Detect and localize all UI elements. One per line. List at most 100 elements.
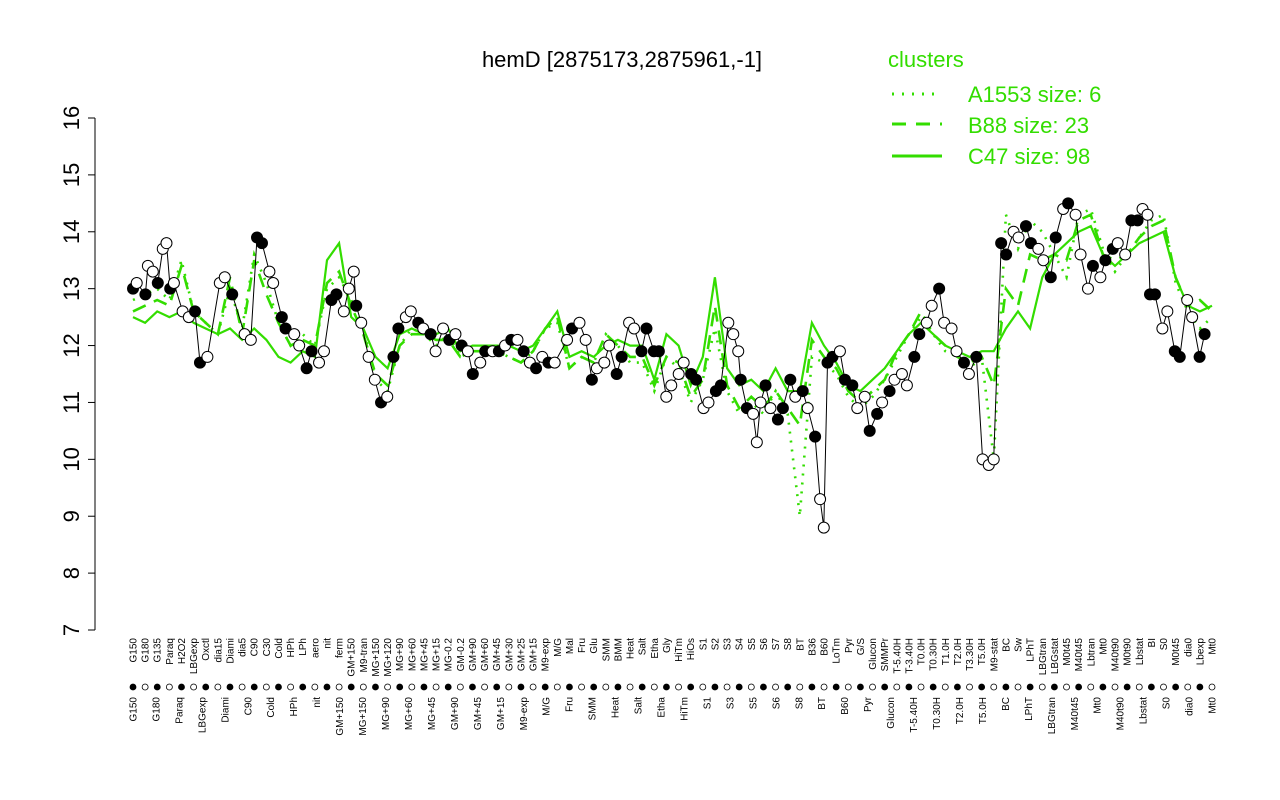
x-tick-label: dia15 <box>213 638 224 663</box>
data-point <box>925 299 938 312</box>
x-tick-mark <box>820 683 828 691</box>
x-tick-label: S1 <box>702 697 713 710</box>
x-tick-mark <box>202 683 210 691</box>
data-point <box>1161 305 1174 318</box>
x-tick-label: HiTm <box>679 697 690 721</box>
x-tick-mark <box>966 683 973 691</box>
data-point <box>160 237 173 250</box>
x-tick-mark <box>614 683 622 691</box>
chart-title: hemD [2875173,2875961,-1] <box>482 47 762 72</box>
x-tick-label: G150 <box>129 638 140 663</box>
x-tick-label: MG+90 <box>381 697 392 731</box>
x-tick-mark <box>238 683 246 691</box>
x-tick-label: S3 <box>725 697 736 710</box>
x-tick-mark <box>1172 683 1180 691</box>
x-tick-label: S8 <box>783 638 794 651</box>
legend: clusters A1553 size: 6 B88 size: 23 C47 … <box>888 47 1101 169</box>
x-tick-mark <box>784 683 792 691</box>
data-point <box>665 379 678 392</box>
data-point <box>995 237 1008 250</box>
data-point <box>255 237 268 250</box>
legend-label-b88: B88 size: 23 <box>968 113 1089 138</box>
x-tick-mark <box>275 683 282 691</box>
x-tick-label: H2O2 <box>177 638 188 665</box>
x-tick-mark <box>699 683 707 691</box>
x-tick-label: T2.0H <box>953 638 964 665</box>
data-point <box>146 265 159 278</box>
x-tick-label: Cold <box>266 697 277 718</box>
x-tick-mark <box>711 683 719 691</box>
x-tick-mark <box>505 683 513 691</box>
x-tick-label: MG+60 <box>407 638 418 672</box>
data-point <box>846 379 859 392</box>
x-tick-label: LBGexp <box>197 697 208 734</box>
data-point <box>900 379 913 392</box>
y-tick-label: 7 <box>59 624 84 636</box>
x-tick-mark <box>1160 683 1167 691</box>
x-tick-mark <box>372 683 379 691</box>
x-tick-label: S4 <box>735 638 746 651</box>
data-point <box>275 311 288 324</box>
x-tick-mark <box>493 683 501 691</box>
x-tick-label: HPh <box>289 697 300 716</box>
data-point <box>610 368 623 380</box>
data-point <box>1032 242 1045 255</box>
data-point <box>714 379 727 392</box>
data-point <box>347 265 360 278</box>
data-point <box>362 350 375 363</box>
data-point <box>754 396 767 409</box>
x-tick-label: S5 <box>747 638 758 651</box>
series-line-2 <box>132 212 1213 429</box>
x-tick-label: Etha <box>657 697 668 718</box>
x-tick-label: M0t45 <box>1171 638 1182 666</box>
x-tick-label: S3 <box>723 638 734 651</box>
x-tick-label: BMM <box>613 638 624 661</box>
data-point <box>933 282 946 295</box>
data-point <box>945 322 958 335</box>
data-point <box>1081 282 1094 295</box>
data-point <box>727 328 740 341</box>
x-tick-mark <box>735 683 743 691</box>
data-point <box>598 356 611 369</box>
x-tick-label: dia0 <box>1183 638 1194 657</box>
x-tick-label: MG+45 <box>427 697 438 731</box>
x-tick-mark <box>481 683 488 691</box>
data-point <box>747 407 760 420</box>
x-tick-mark <box>299 683 307 691</box>
x-tick-label: B60 <box>840 697 851 715</box>
x-tick-label: M40t45 <box>1070 697 1081 731</box>
x-tick-label: M/G <box>553 638 564 657</box>
x-tick-label: MG+60 <box>404 697 415 731</box>
x-tick-label: aero <box>310 638 321 658</box>
x-tick-mark <box>165 683 173 691</box>
x-tick-mark <box>311 683 319 691</box>
x-tick-mark <box>250 683 258 691</box>
data-point <box>330 288 343 301</box>
data-point <box>337 305 350 318</box>
x-tick-label: Salt <box>634 697 645 714</box>
x-tick-mark <box>808 683 816 691</box>
x-tick-mark <box>1014 683 1022 691</box>
x-tick-label: M9-exp <box>519 697 530 731</box>
data-point <box>1012 231 1025 244</box>
data-point <box>300 362 313 375</box>
x-tick-label: GM+90 <box>468 638 479 672</box>
y-tick-label: 10 <box>59 447 84 471</box>
x-tick-label: S7 <box>771 638 782 651</box>
x-tick-label: HPh <box>286 638 297 657</box>
x-tick-mark <box>517 683 525 691</box>
data-point <box>809 430 822 443</box>
x-tick-label: BC <box>1001 638 1012 652</box>
data-point <box>511 333 524 346</box>
x-tick-label: G180 <box>151 697 162 722</box>
x-tick-label: HiTm <box>674 638 685 662</box>
data-points <box>127 197 1211 534</box>
x-tick-label: T1.0H <box>941 638 952 665</box>
data-point <box>151 276 164 289</box>
x-tick-label: LBGtran <box>1038 638 1049 675</box>
data-point <box>660 390 673 403</box>
x-tick-label: Diami <box>220 697 231 723</box>
data-point <box>876 396 889 409</box>
x-tick-label: C30 <box>262 638 273 657</box>
x-tick-label: M9-stat <box>989 638 1000 672</box>
